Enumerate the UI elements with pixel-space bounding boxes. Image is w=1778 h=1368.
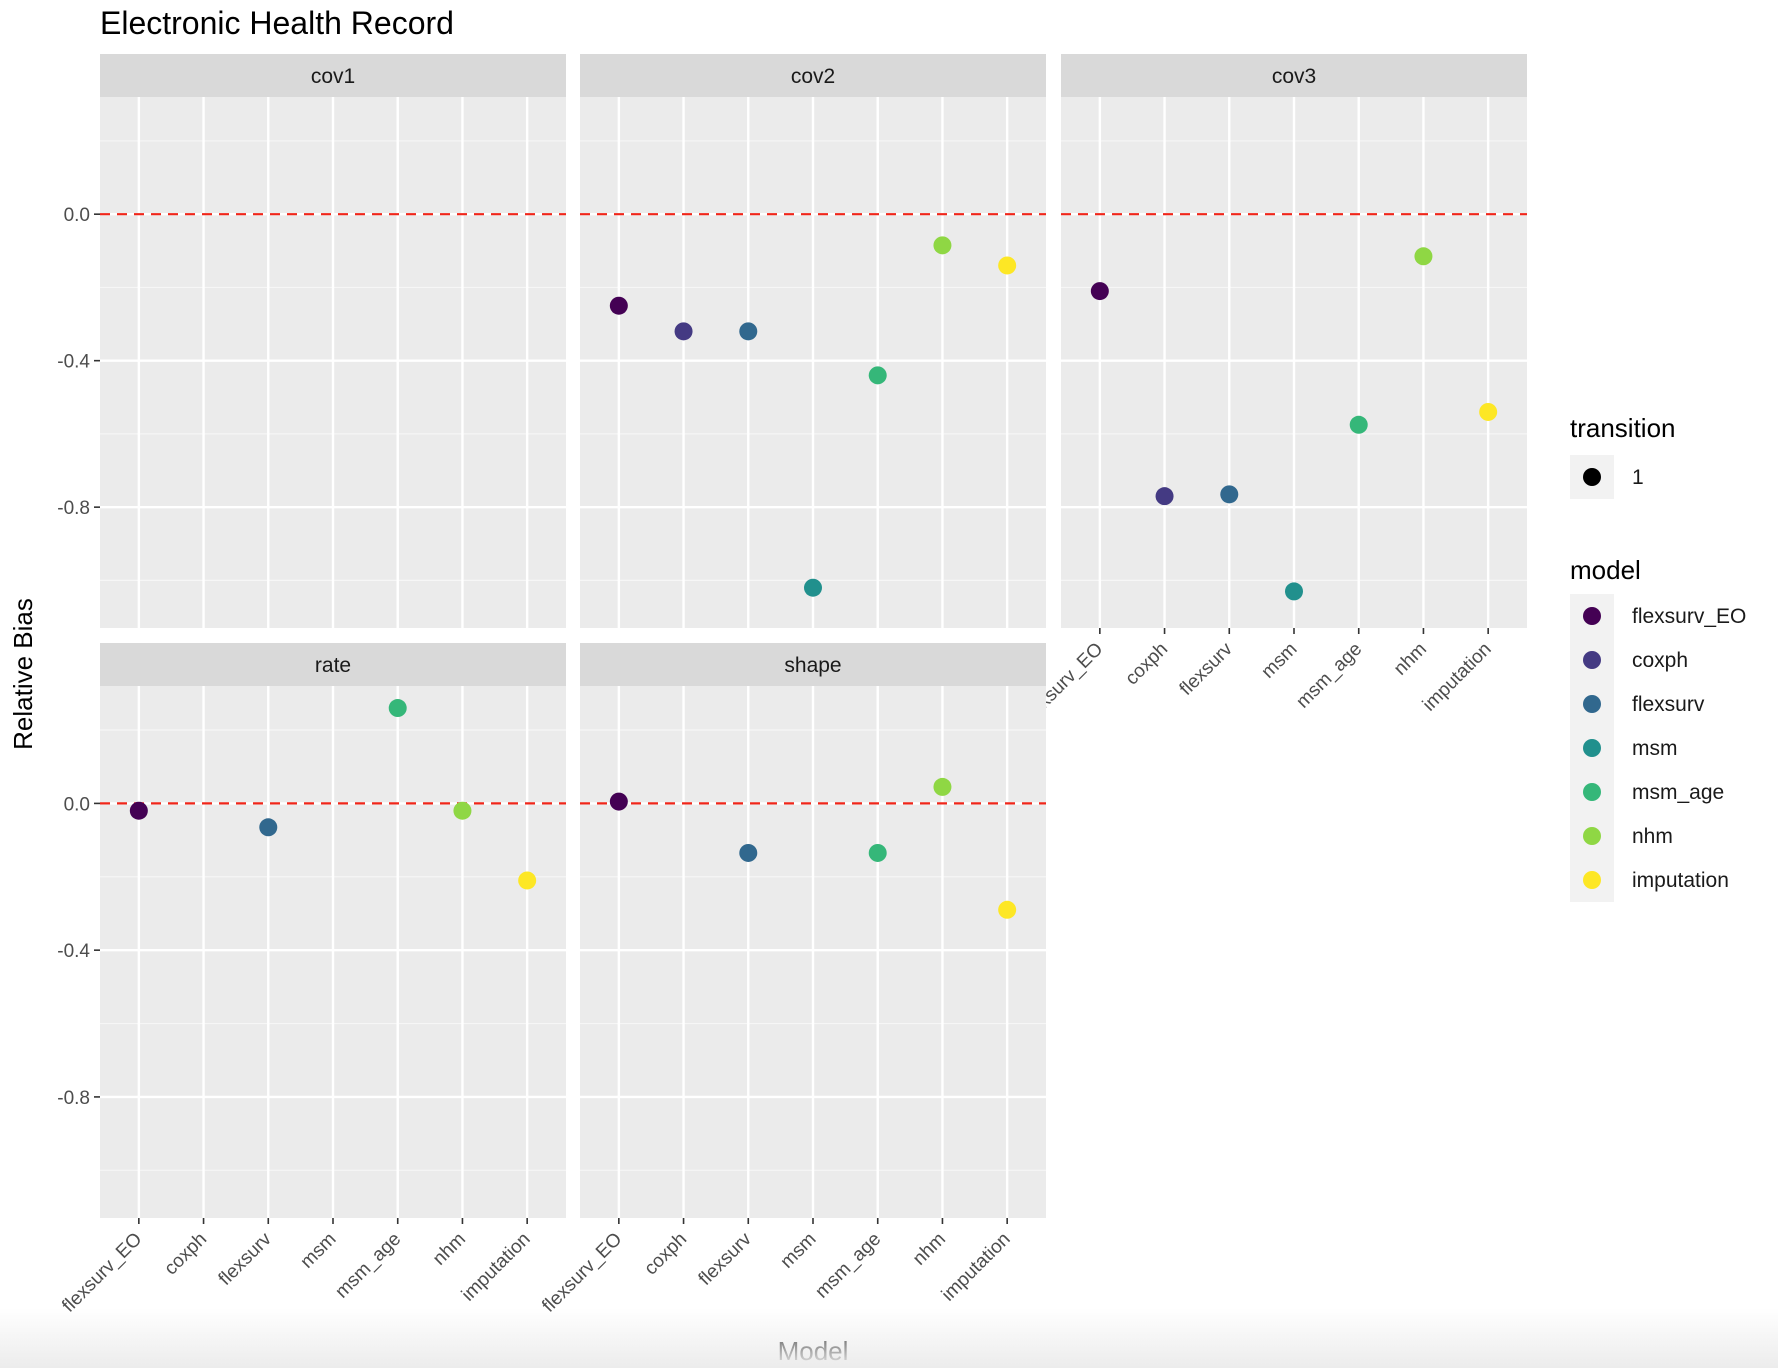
legend-model-key-imputation: [1583, 871, 1601, 889]
panel-strip: [1061, 54, 1527, 97]
legend-model-label: nhm: [1632, 825, 1673, 848]
point-shape-imputation: [998, 900, 1017, 919]
legend-transition-label: 1: [1632, 466, 1644, 489]
panel-strip: [100, 54, 566, 97]
x-tick-label: nhm: [909, 1229, 950, 1270]
legend-model-label: coxph: [1632, 649, 1688, 672]
legend-model-title: model: [1570, 555, 1641, 585]
x-tick-label: msm_age: [811, 1229, 885, 1303]
panel-cov2: cov2: [580, 54, 1046, 628]
panel-strip: [100, 643, 566, 686]
legend-model-label: imputation: [1632, 869, 1729, 892]
point-shape-flexsurv: [739, 843, 758, 862]
y-tick-label: -0.8: [57, 1088, 90, 1109]
x-tick-label: imputation: [1419, 639, 1496, 716]
x-tick-label: msm_age: [1292, 639, 1366, 713]
legend-model-key-msm: [1583, 739, 1601, 757]
x-tick-label: flexsurv_EO: [538, 1229, 626, 1317]
x-tick-label: flexsurv: [695, 1228, 756, 1289]
x-tick-label: coxph: [640, 1229, 691, 1280]
x-tick-label: msm: [777, 1229, 821, 1273]
point-rate-nhm: [453, 801, 472, 820]
point-cov2-flexsurv_EO: [609, 296, 628, 315]
x-tick-label: coxph: [1121, 639, 1172, 690]
point-rate-imputation: [518, 871, 537, 890]
x-tick-label: coxph: [160, 1229, 211, 1280]
y-axis-title: Relative Bias: [8, 598, 38, 750]
chart-title: Electronic Health Record: [100, 5, 454, 41]
point-rate-msm_age: [388, 699, 407, 718]
point-cov3-flexsurv: [1220, 485, 1239, 504]
x-tick-label: flexsurv: [215, 1228, 276, 1289]
point-cov2-coxph: [674, 322, 693, 341]
y-tick-label: 0.0: [64, 794, 90, 815]
legend-model-label: flexsurv_EO: [1632, 605, 1746, 628]
legend-transition-key: [1583, 468, 1601, 486]
panel-strip-label: shape: [784, 654, 841, 677]
legend-transition-title: transition: [1570, 413, 1676, 443]
point-cov2-nhm: [933, 236, 952, 255]
point-rate-flexsurv_EO: [129, 801, 148, 820]
point-shape-nhm: [933, 777, 952, 796]
x-tick-label: imputation: [458, 1229, 535, 1306]
x-tick-label: imputation: [938, 1229, 1015, 1306]
legend-model-label: flexsurv: [1632, 693, 1705, 716]
point-cov3-imputation: [1479, 402, 1498, 421]
x-tick-label: flexsurv: [1176, 638, 1237, 699]
y-tick-label: -0.4: [57, 941, 90, 962]
y-tick-label: 0.0: [64, 205, 90, 226]
point-cov3-nhm: [1414, 247, 1433, 266]
point-cov2-imputation: [998, 256, 1017, 275]
legend-model-key-coxph: [1583, 651, 1601, 669]
x-tick-label: msm: [297, 1229, 341, 1273]
panel-cov1: cov1 0.0 -0.4 -0.8: [57, 54, 566, 628]
point-shape-flexsurv_EO: [609, 792, 628, 811]
point-shape-msm_age: [868, 843, 887, 862]
y-tick-label: -0.8: [57, 498, 90, 519]
legend-model-key-flexsurv: [1583, 695, 1601, 713]
x-tick-label: nhm: [1390, 639, 1431, 680]
legend-model-key-msm_age: [1583, 783, 1601, 801]
x-tick-label: msm: [1258, 639, 1302, 683]
panel-strip: [580, 643, 1046, 686]
x-axis-title: Model: [778, 1336, 849, 1366]
point-rate-flexsurv: [259, 818, 278, 837]
y-tick-label: -0.4: [57, 352, 90, 373]
x-tick-label: nhm: [429, 1229, 470, 1270]
panel-strip-label: rate: [315, 654, 351, 677]
x-tick-label: msm_age: [331, 1229, 405, 1303]
point-cov2-msm: [804, 578, 822, 597]
point-cov3-msm: [1285, 582, 1303, 601]
panel-strip-label: cov1: [311, 65, 355, 88]
panel-rate: rate 0.0 -0.4 -0.8 flexsurv_EO coxph flexsurv m…: [57, 643, 566, 1317]
point-cov3-coxph: [1155, 487, 1174, 506]
point-cov3-msm_age: [1349, 415, 1368, 434]
legend-model-key-nhm: [1583, 827, 1601, 845]
point-cov3-flexsurv_EO: [1090, 282, 1109, 301]
panel-strip: [580, 54, 1046, 97]
panel-strip-label: cov2: [791, 65, 835, 88]
legend-model-label: msm_age: [1632, 781, 1724, 804]
panel-strip-label: cov3: [1272, 65, 1316, 88]
point-cov2-flexsurv: [739, 322, 758, 341]
point-cov2-msm_age: [868, 366, 887, 385]
legend-model-label: msm: [1632, 737, 1678, 760]
legend-model-key-flexsurv_EO: [1583, 607, 1601, 625]
x-tick-label: flexsurv_EO: [58, 1229, 146, 1317]
